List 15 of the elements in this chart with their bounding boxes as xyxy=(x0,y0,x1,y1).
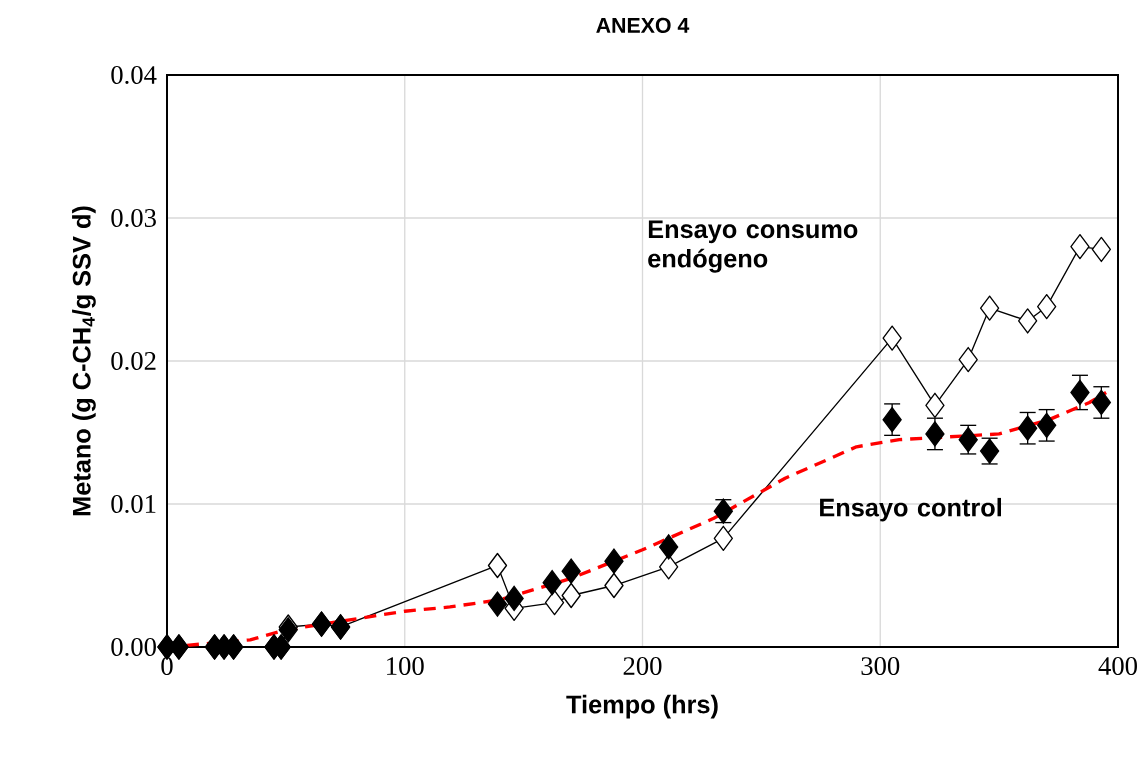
text: Ensayo consumo endógeno xyxy=(648,220,858,273)
y-tick-label: 0.03 xyxy=(111,208,156,228)
y-axis-title: Metano (g C-CH$_{4}$/g SSV d) xyxy=(72,206,96,516)
y-tick-label: 0.04 xyxy=(111,65,157,85)
y-tick-label: 0.02 xyxy=(111,351,156,371)
series-label: Ensayo control xyxy=(820,497,1001,522)
chart-title: ANEXO 4 xyxy=(596,17,690,33)
x-tick-label: 200 xyxy=(623,657,662,676)
y-tick-label: 0.01 xyxy=(111,494,156,514)
y-tick-label: 0.00 xyxy=(111,637,156,657)
x-tick-label: 0 xyxy=(161,657,173,676)
x-tick-label: 100 xyxy=(387,657,424,676)
x-axis-title: Tiempo (hrs) xyxy=(566,694,718,719)
x-tick-label: 400 xyxy=(1098,657,1137,676)
x-tick-label: 300 xyxy=(861,657,900,676)
